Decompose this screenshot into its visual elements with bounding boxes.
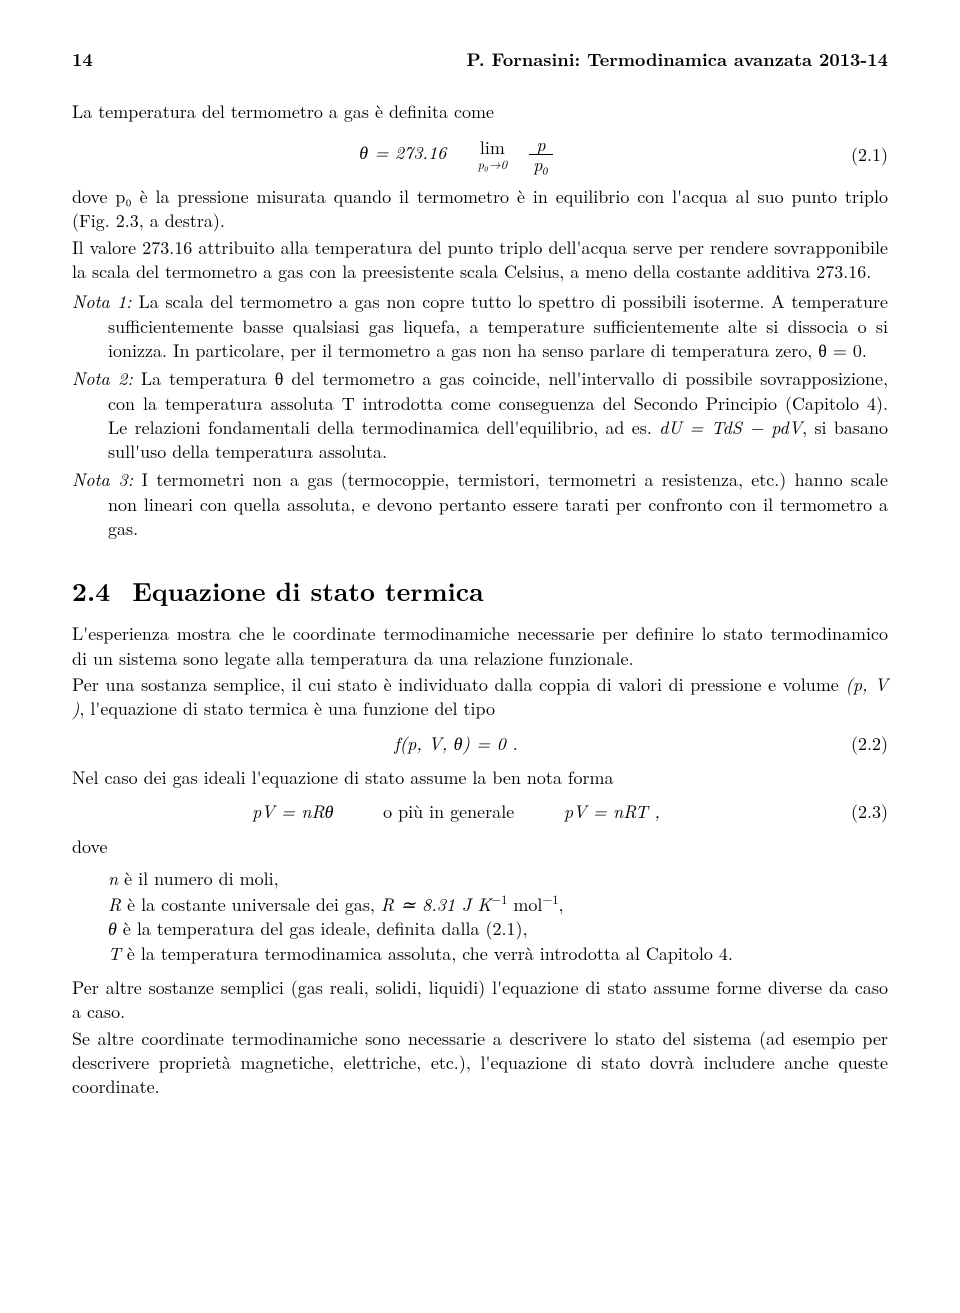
- equation-2-1-body: θ = 273.16 lim p₀→0 p p₀: [72, 135, 840, 176]
- definition-list: n è il numero di moli, R è la costante u…: [72, 867, 888, 966]
- section-number: 2.4: [72, 572, 110, 609]
- l2-mol: mol: [507, 892, 542, 917]
- note-2-tag: Nota 2:: [72, 366, 133, 391]
- note-2-formula: dU = TdS − pdV: [659, 415, 802, 440]
- eq23-left: pV = nRθ: [252, 799, 333, 824]
- l4-sym: T: [108, 941, 121, 966]
- equation-2-3: pV = nRθ o più in generale pV = nRT , (2…: [72, 800, 888, 824]
- page-number: 14: [72, 48, 93, 72]
- note-1: Nota 1: La scala del termometro a gas no…: [72, 290, 888, 363]
- l2-exp2: −1: [542, 890, 558, 908]
- tail-p1: Per altre sostanze semplici (gas reali, …: [72, 976, 888, 1025]
- note-1-tag: Nota 1:: [72, 289, 132, 314]
- limit-icon: lim p₀→0: [478, 139, 507, 171]
- tail-p2: Se altre coordinate termodinamiche sono …: [72, 1027, 888, 1100]
- note-1-body: La scala del termometro a gas non copre …: [108, 289, 888, 363]
- note-2: Nota 2: La temperatura θ del termometro …: [72, 367, 888, 464]
- eq23-mid: o più in generale: [383, 799, 514, 824]
- equation-2-2-body: f(p, V, θ) = 0 .: [72, 732, 840, 756]
- note-3-body: I termometri non a gas (termocoppie, ter…: [108, 467, 888, 541]
- section-heading: 2.4 Equazione di stato termica: [72, 573, 888, 608]
- l2-val: R ≃ 8.31 J K: [381, 892, 491, 917]
- l1-text: è il numero di moli,: [118, 866, 279, 891]
- list-item-theta: θ è la temperatura del gas ideale, defin…: [108, 917, 888, 941]
- dove: dove: [72, 835, 888, 859]
- sec-p3: Nel caso dei gas ideali l'equazione di s…: [72, 766, 888, 790]
- l2-sym: R: [108, 892, 121, 917]
- lim-bot: p₀→0: [478, 158, 507, 171]
- eq22-body: f(p, V, θ) = 0 .: [394, 731, 517, 756]
- equation-number-2-2: (2.2): [840, 732, 888, 756]
- l2-exp1: −1: [491, 890, 507, 908]
- list-item-R: R è la costante universale dei gas, R ≃ …: [108, 891, 888, 917]
- note-3: Nota 3: I termometri non a gas (termocop…: [72, 468, 888, 541]
- frac-den: p₀: [529, 155, 552, 175]
- equation-2-2: f(p, V, θ) = 0 . (2.2): [72, 732, 888, 756]
- eq21-lhs: θ = 273.16: [359, 140, 446, 165]
- intro-sentence: La temperatura del termometro a gas è de…: [72, 100, 888, 124]
- equation-number-2-1: (2.1): [840, 143, 888, 167]
- l4-text: è la temperatura termodinamica assoluta,…: [121, 941, 733, 966]
- equation-number-2-3: (2.3): [840, 800, 888, 824]
- l1-sym: n: [108, 866, 118, 891]
- section-title: Equazione di stato termica: [132, 572, 483, 609]
- equation-2-3-body: pV = nRθ o più in generale pV = nRT ,: [72, 800, 840, 824]
- equation-2-1: θ = 273.16 lim p₀→0 p p₀ (2.1): [72, 135, 888, 176]
- after-eq21-a: dove p₀ è la pressione misurata quando i…: [72, 185, 888, 234]
- sec-p2: Per una sostanza semplice, il cui stato …: [72, 673, 888, 722]
- note-3-tag: Nota 3:: [72, 467, 133, 492]
- l3-text: è la temperatura del gas ideale, definit…: [117, 916, 528, 941]
- l2-end: ,: [559, 892, 564, 917]
- running-title: P. Fornasini: Termodinamica avanzata 201…: [467, 48, 889, 72]
- sec-p2-a: Per una sostanza semplice, il cui stato …: [72, 672, 845, 697]
- running-header: 14 P. Fornasini: Termodinamica avanzata …: [72, 48, 888, 72]
- l2-text: è la costante universale dei gas,: [121, 892, 381, 917]
- list-item-T: T è la temperatura termodinamica assolut…: [108, 942, 888, 966]
- after-eq21-b: Il valore 273.16 attribuito alla tempera…: [72, 236, 888, 285]
- eq23-right: pV = nRT ,: [564, 799, 660, 824]
- sec-p2-b: , l'equazione di stato termica è una fun…: [79, 696, 495, 721]
- sec-p1: L'esperienza mostra che le coordinate te…: [72, 622, 888, 671]
- fraction: p p₀: [529, 135, 552, 176]
- l3-sym: θ: [108, 916, 117, 941]
- list-item-n: n è il numero di moli,: [108, 867, 888, 891]
